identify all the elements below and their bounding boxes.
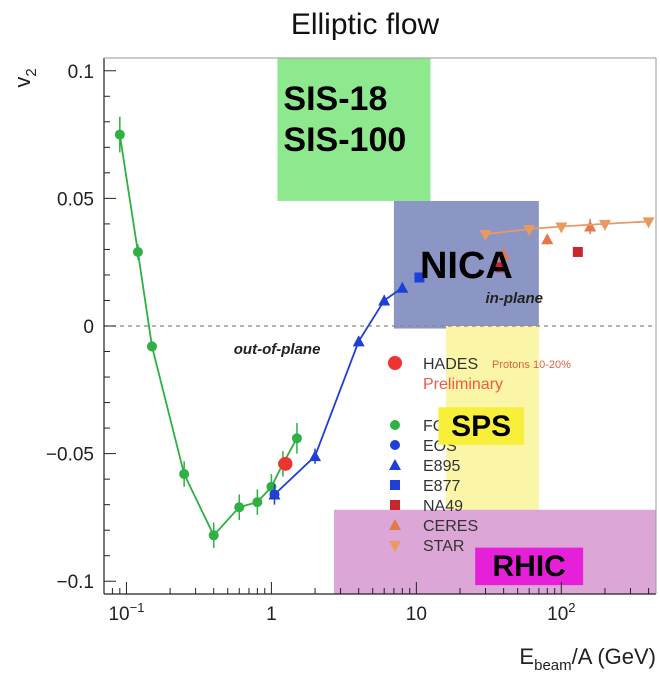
region-sis-18-label: SIS-18 [283,80,387,118]
series-ceres-point [541,233,554,245]
legend-eos-marker [390,440,400,450]
region-nica-label: NICA [420,245,513,287]
region-sps-label-bg [438,407,524,445]
series-fopi-point [208,530,219,541]
series-fopi-point [291,433,302,444]
series-ceres-point [497,248,510,260]
series-fopi-point [234,502,245,513]
series-e895-line [273,286,403,496]
series-hades [278,456,293,471]
legend-star-label: STAR [423,538,464,555]
series-fopi-point [179,469,190,480]
series-fopi-point [114,129,125,140]
region-sps-label: SPS [451,410,511,443]
series-e895-point [352,335,365,347]
x-tick-label: 10−1 [108,600,144,625]
y-tick-label: 0.1 [68,62,94,83]
legend-e877-label: E877 [423,478,460,495]
region-rhic-label: RHIC [492,550,565,583]
legend-star-marker [389,541,401,552]
annotation-out-of-plane: out-of-plane [234,341,321,358]
series-ceres [497,218,597,263]
series-e877 [414,272,425,283]
axis-labels: Ebeam/A (GeV) v2 [10,68,656,674]
series-e877-point [414,272,425,283]
legend-fopi-marker [390,420,400,430]
series-e895 [268,281,409,500]
y-tick-label: 0 [83,317,94,338]
legend-ceres-marker [389,519,401,530]
legend-e895-label: E895 [423,458,460,475]
legend-e895-marker [389,459,401,470]
annotations: out-of-plane in-plane [234,290,543,358]
legend-hades-marker [388,356,402,370]
axes [103,57,657,595]
legend-na49-marker [390,500,400,510]
legend-ceres-label: CERES [423,518,478,535]
x-tick-label: 1 [266,604,277,625]
series-e895-point [396,281,409,293]
series-fopi-point [146,341,157,352]
legend-hades-note: Protons 10-20% [492,359,571,371]
series-star-point [479,230,492,242]
series-na49 [495,246,583,273]
series-fopi-line [118,134,298,537]
series-e895-point [309,450,322,462]
series-star-point [523,225,536,237]
series-hades-point [278,456,293,471]
region-sis-18-label: SIS-100 [283,121,406,159]
chart-title: Elliptic flow [291,8,440,41]
y-tick-label: −0.1 [56,572,94,593]
y-tick-label: −0.05 [46,445,94,466]
annotation-in-plane: in-plane [486,290,544,307]
legend-na49-label: NA49 [423,498,463,515]
series-na49-point [572,246,583,257]
series-fopi-point [252,497,263,508]
series-fopi-point [132,246,143,257]
y-tick-label: 0.05 [57,189,94,210]
series-e895-point [378,294,391,306]
x-axis-label: Ebeam/A (GeV) [519,644,656,674]
x-tick-label: 102 [547,600,575,625]
legend-e877-marker [390,480,400,490]
region-nica-box [393,200,539,329]
series-fopi [114,116,302,549]
legend-hades-label: HADES [423,356,478,373]
series-star-point [642,217,655,229]
series-star-point [598,219,611,231]
series-star-point [555,222,568,234]
region-rhic-label-bg [475,547,584,586]
series-na49-point [495,262,506,273]
series-ceres-point [584,220,597,232]
series-e895-point [268,488,281,500]
y-axis-label: v2 [10,68,40,87]
region-sis-18-box [277,58,431,201]
data-series [114,116,655,549]
series-star [479,217,655,242]
x-tick-label: 10 [406,604,427,625]
legend-hades-sub: Preliminary [423,376,503,393]
